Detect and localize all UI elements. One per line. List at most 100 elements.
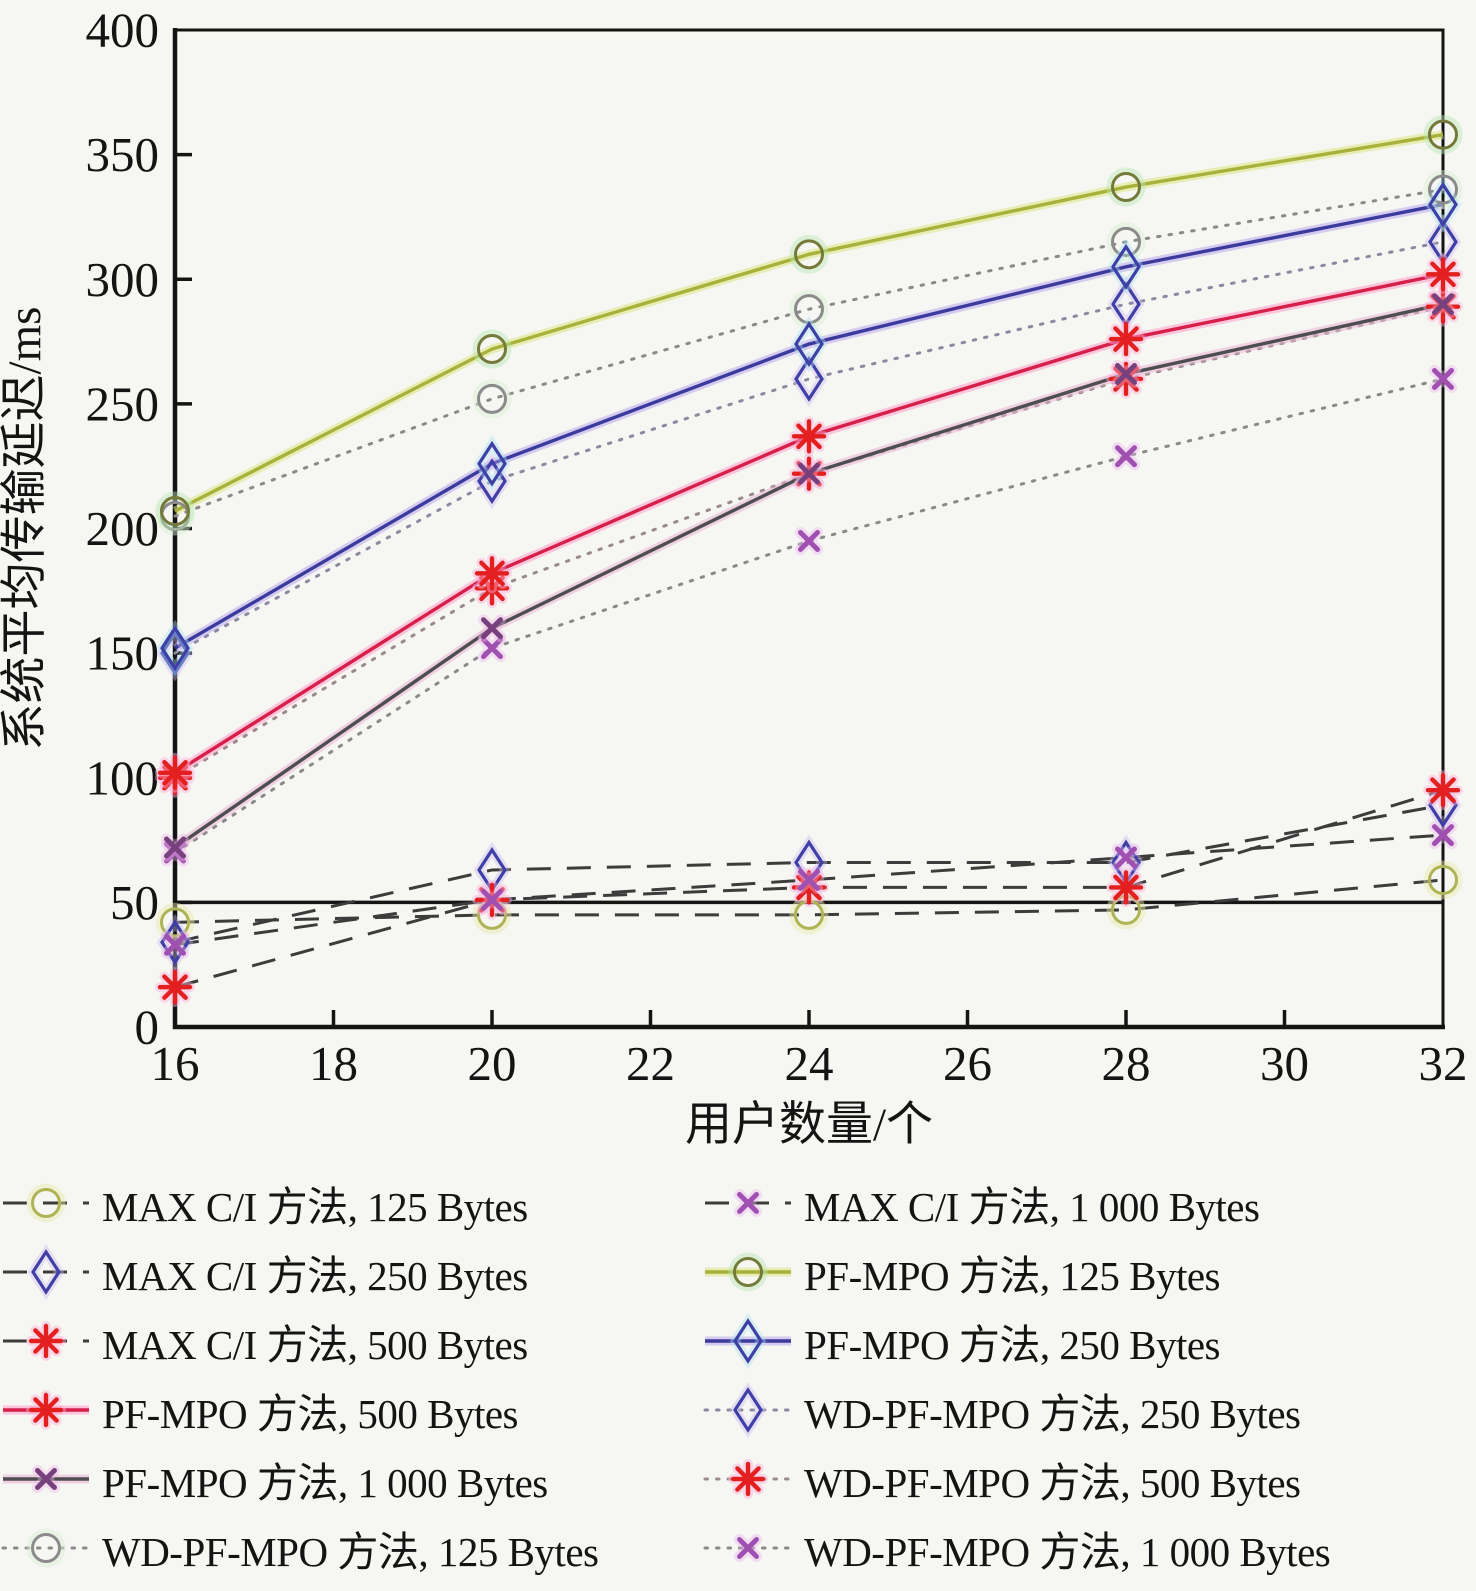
circle-marker [1111,226,1141,257]
x-tick-label: 30 [1260,1036,1309,1091]
x-marker [481,617,503,640]
x-tick-label: 20 [468,1036,517,1091]
legend-label: MAX C/I 方法, 1 000 Bytes [804,1183,1260,1230]
diamond-marker [1428,181,1458,228]
legend-sample [703,1533,793,1562]
asterisk-marker [28,1392,64,1427]
circle-marker [477,334,507,365]
legend-item: PF-MPO 方法, 250 Bytes [702,1306,1476,1375]
legend-sample [703,1381,793,1438]
asterisk-marker [730,1461,766,1496]
series-line-9 [173,240,1445,655]
circle-marker [1428,119,1458,150]
legend-label: WD-PF-MPO 方法, 500 Bytes [804,1459,1301,1506]
circle-marker [160,907,190,938]
legend-sample [3,1183,89,1222]
x-tick-label: 22 [626,1036,675,1091]
x-tick-label: 28 [1102,1036,1151,1091]
legend-label: PF-MPO 方法, 250 Bytes [804,1321,1221,1368]
x-tick-label: 18 [309,1036,358,1091]
asterisk-marker [1425,257,1461,292]
legend-sample [705,1188,791,1217]
x-marker [798,462,820,485]
circle-marker [1428,864,1458,895]
asterisk-marker [157,969,193,1005]
circle-marker-halo [1106,222,1146,262]
circle-marker-halo [1423,860,1463,900]
circle-marker [31,1532,61,1563]
legend-sample [3,1243,89,1300]
x-tick-label: 32 [1419,1036,1468,1091]
circle-marker-halo [472,379,512,419]
legend-item: MAX C/I 方法, 250 Bytes [0,1237,702,1306]
circle-marker-halo [1423,115,1463,155]
circle-marker [794,239,824,270]
legend-item: WD-PF-MPO 方法, 500 Bytes [702,1444,1476,1513]
legend-item: WD-PF-MPO 方法, 1 000 Bytes [702,1513,1476,1582]
x-marker [481,637,503,660]
diamond-marker [477,440,507,487]
y-tick-label: 350 [86,127,160,182]
diamond-marker [733,1317,763,1364]
legend-sample [703,1458,793,1499]
asterisk-marker [1108,361,1144,397]
diamond-marker [1111,243,1141,290]
legend-label: PF-MPO 方法, 1 000 Bytes [102,1459,548,1506]
x-marker [798,529,820,552]
legend-sample [705,1252,791,1291]
asterisk-marker [1108,870,1144,905]
circle-marker-halo [26,1183,66,1222]
series-line-5 [173,188,1445,518]
series-markers-7 [155,115,1463,531]
x-marker [1115,846,1137,869]
x-tick-label: 16 [151,1036,200,1091]
y-tick-label: 300 [86,252,160,307]
y-tick-label: 0 [135,1000,160,1055]
series-markers-6 [161,821,1457,959]
circle-marker-halo [472,329,512,369]
legend-item: WD-PF-MPO 方法, 125 Bytes [0,1513,702,1582]
x-marker [1115,445,1137,468]
legend-item: MAX C/I 方法, 1 000 Bytes [702,1168,1476,1237]
series-line-1 [174,803,1444,944]
legend-label: WD-PF-MPO 方法, 125 Bytes [102,1528,599,1575]
x-marker [481,888,503,911]
diamond-marker-halo [729,1381,767,1438]
series-line-0 [174,878,1444,924]
x-marker [1115,362,1137,385]
x-marker [798,868,820,891]
legend-label: PF-MPO 方法, 500 Bytes [102,1390,519,1437]
circle-marker-halo [155,496,195,536]
legend-item: PF-MPO 方法, 125 Bytes [702,1237,1476,1306]
circle-marker [160,496,190,527]
asterisk-marker [791,419,827,454]
series-markers-11 [161,364,1457,867]
x-marker [164,933,186,956]
x-marker [1432,824,1454,847]
asterisk-marker [1108,321,1144,357]
y-tick-label: 100 [86,750,160,805]
legend-label: MAX C/I 方法, 250 Bytes [102,1252,528,1299]
series-markers-8 [156,176,1462,677]
asterisk-marker [474,556,510,591]
diamond-marker [160,630,190,677]
series-line-6 [174,833,1444,947]
y-tick-label: 200 [86,501,160,556]
circle-marker [31,1187,61,1218]
diamond-marker [794,356,824,402]
series-markers-5 [155,170,1463,536]
diamond-marker [733,1386,763,1433]
circle-marker [1428,174,1458,205]
legend-label: WD-PF-MPO 方法, 1 000 Bytes [804,1528,1331,1575]
legend-label: MAX C/I 方法, 500 Bytes [102,1321,528,1368]
x-marker [737,1536,759,1559]
diamond-marker [794,321,824,367]
circle-marker-halo [1106,167,1146,207]
y-tick-label: 250 [86,376,160,431]
series-markers-2 [155,770,1463,1008]
x-marker [1432,367,1454,390]
y-tick-label: 400 [86,3,160,58]
legend-item: MAX C/I 方法, 125 Bytes [0,1168,702,1237]
x-marker [164,841,186,864]
y-tick-label: 50 [110,875,159,930]
